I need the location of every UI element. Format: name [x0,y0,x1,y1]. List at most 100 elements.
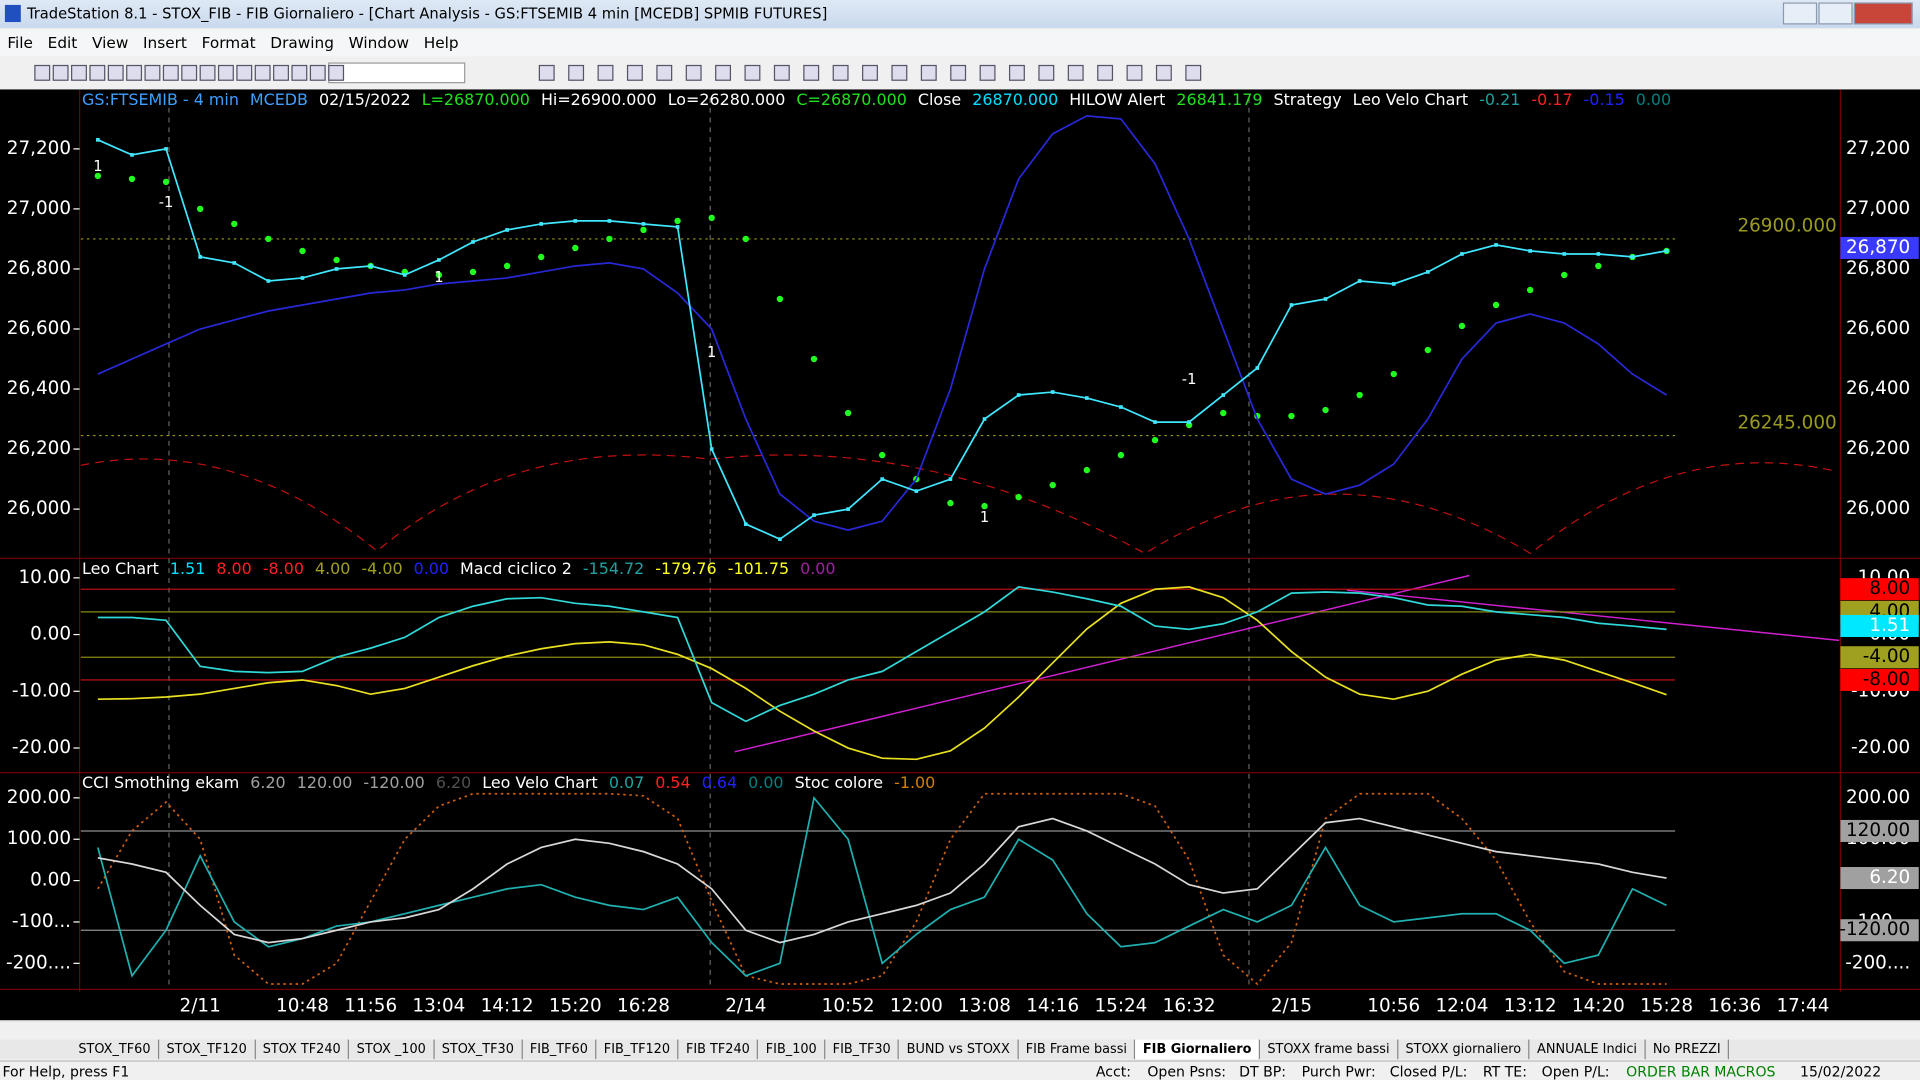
tab[interactable]: FIB_TF30 [825,1039,900,1060]
toolbar-button[interactable] [1126,64,1143,81]
price-marker [1084,396,1089,400]
price-marker [1050,390,1055,394]
toolbar-button[interactable] [107,64,124,81]
price-badge-label: -8.00 [1863,669,1911,690]
toolbar-button[interactable] [144,64,161,81]
tab[interactable]: No PREZZI [1646,1039,1730,1060]
toolbar-button[interactable] [181,64,198,81]
horizontal-scrollbar[interactable] [0,1020,1920,1040]
toolbar-button[interactable] [1038,64,1055,81]
tab[interactable]: FIB_100 [758,1039,826,1060]
toolbar-button[interactable] [626,64,643,81]
menu-item[interactable]: Format [201,33,256,52]
tab[interactable]: STOXX giornaliero [1398,1039,1530,1060]
tab[interactable]: FIB_TF120 [596,1039,679,1060]
toolbar-button[interactable] [862,64,878,81]
price-marker [232,261,237,265]
toolbar-button[interactable] [1185,64,1202,81]
toolbar-button[interactable] [52,64,69,81]
toolbar-button[interactable] [291,64,308,81]
tab[interactable]: STOXX frame bassi [1260,1039,1399,1060]
toolbar-button[interactable] [656,64,673,81]
price-marker [641,222,646,226]
toolbar-button[interactable] [744,64,761,81]
legend-item: 0.00 [748,773,783,792]
toolbar-button[interactable] [71,64,87,81]
tab[interactable]: FIB Giornaliero [1135,1039,1260,1060]
toolbar-button[interactable] [597,64,614,81]
menu-item[interactable]: Window [348,33,409,52]
tab[interactable]: STOX _100 [349,1039,435,1060]
tab[interactable]: STOX_TF60 [71,1039,160,1060]
menu-item[interactable]: View [92,33,129,52]
x-tick-label: 10:56 [1367,996,1420,1017]
legend-item: 0.54 [655,773,690,792]
tab[interactable]: FIB TF240 [679,1039,759,1060]
status-field: 15/02/2022 16:06 [1800,1062,1882,1080]
status-field: ORDER BAR [1626,1062,1711,1080]
tab[interactable]: STOX_TF30 [434,1039,523,1060]
maximize-button[interactable] [1818,2,1853,25]
toolbar-button[interactable] [773,64,790,81]
menu-item[interactable]: Insert [143,33,187,52]
toolbar-button[interactable] [538,64,555,81]
toolbar-button[interactable] [273,64,289,81]
toolbar-button[interactable] [950,64,967,81]
price-marker [1562,252,1567,256]
close-button[interactable] [1853,2,1913,25]
toolbar-button[interactable] [920,64,937,81]
toolbar-button[interactable] [803,64,820,81]
toolbar-button[interactable] [254,64,271,81]
price-marker [709,447,714,451]
legend-item: 0.07 [609,773,644,792]
toolbar-button[interactable] [328,64,345,81]
menu-item[interactable]: Drawing [270,33,334,52]
level-label: 26900.000 [1737,216,1836,237]
y-tick-label-right: 26,200 [1846,438,1910,459]
toolbar-button[interactable] [162,64,179,81]
y-tick-label: 26,400 [7,378,71,399]
legend-item: 26870.000 [972,90,1058,109]
toolbar-button[interactable] [126,64,143,81]
price-marker [743,522,748,526]
toolbar-button[interactable] [217,64,234,81]
toolbar-button[interactable] [34,64,51,81]
status-bar: For Help, press F1 Acct: Open Psns: DT BP: P… [0,1060,1920,1080]
tab[interactable]: STOX_TF120 [159,1039,256,1060]
x-tick-label: 12:00 [890,996,943,1017]
toolbar-button[interactable] [199,64,216,81]
legend-item: 4.00 [315,559,350,578]
toolbar-button[interactable] [832,64,849,81]
tab[interactable]: ANNUALE Indici [1530,1039,1646,1060]
toolbar-button[interactable] [891,64,908,81]
menu-item[interactable]: Help [423,33,459,52]
legend-item: 02/15/2022 [319,90,411,109]
tab[interactable]: FIB_TF60 [522,1039,597,1060]
strategy-dot [435,271,443,279]
toolbar-button[interactable] [1097,64,1114,81]
toolbar-button[interactable] [89,64,106,81]
toolbar-button[interactable] [1067,64,1084,81]
toolbar-button[interactable] [979,64,996,81]
strategy-dot [231,220,238,228]
minimize-button[interactable] [1782,2,1818,25]
legend-item: -0.21 [1479,90,1520,109]
symbol-input[interactable]: x [328,62,466,84]
toolbar-button[interactable] [236,64,253,81]
tab[interactable]: STOX TF240 [255,1039,350,1060]
toolbar-button[interactable] [1008,64,1025,81]
tab[interactable]: BUND vs STOXX [899,1039,1019,1060]
price-marker [1357,279,1362,283]
toolbar-button[interactable] [715,64,732,81]
toolbar-button[interactable] [1155,64,1172,81]
toolbar-button[interactable] [309,64,326,81]
toolbar-button[interactable] [568,64,585,81]
status-field: Open Psns: [1147,1062,1227,1080]
toolbar-button[interactable] [685,64,702,81]
legend-item: 0.00 [1636,90,1671,109]
tab[interactable]: FIB Frame bassi [1018,1039,1136,1060]
menu-item[interactable]: File [7,33,33,52]
strategy-dot [742,235,749,243]
price-marker [880,477,885,481]
menu-item[interactable]: Edit [47,33,78,52]
